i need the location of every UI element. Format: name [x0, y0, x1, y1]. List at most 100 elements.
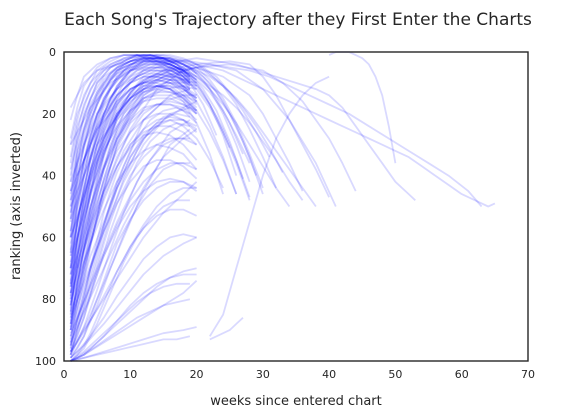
song-trajectory-line — [69, 88, 191, 346]
song-trajectory-line — [69, 91, 197, 328]
song-trajectory-line — [69, 54, 258, 213]
song-trajectory-line — [69, 54, 191, 158]
song-trajectory-line — [70, 282, 190, 362]
song-trajectory-line — [69, 60, 483, 208]
song-trajectory-line — [69, 66, 198, 238]
song-trajectory-line — [69, 60, 264, 269]
x-axis-ticks: 0 10 20 30 40 50 60 70 — [61, 368, 536, 381]
song-trajectory-line — [69, 78, 198, 220]
song-trajectory-line — [70, 326, 197, 362]
song-trajectory-line — [69, 78, 198, 297]
song-trajectory-line — [69, 88, 198, 321]
chart-title: Each Song's Trajectory after they First … — [64, 10, 532, 30]
song-trajectory-line — [69, 69, 251, 331]
song-trajectory-line — [69, 143, 198, 303]
song-trajectory-line — [69, 75, 191, 325]
song-trajectory-line — [69, 82, 198, 294]
y-tick-label: 40 — [42, 170, 56, 183]
song-trajectory-line — [69, 85, 198, 312]
song-trajectory-line — [69, 97, 198, 257]
song-trajectory-line — [69, 57, 191, 232]
song-trajectory-line — [69, 125, 198, 312]
song-trajectory-line — [70, 335, 191, 362]
plot-lines — [69, 51, 496, 362]
song-trajectory-line — [69, 119, 224, 356]
song-trajectory-line — [69, 60, 198, 201]
song-trajectory-line — [69, 54, 191, 121]
song-trajectory-line — [69, 57, 264, 300]
song-trajectory-line — [70, 298, 191, 362]
song-trajectory-line — [69, 63, 238, 315]
song-trajectory-line — [69, 78, 197, 281]
song-trajectory-line — [69, 85, 198, 309]
song-trajectory-line — [69, 112, 198, 294]
song-trajectory-line — [69, 177, 198, 334]
song-trajectory-line — [69, 75, 198, 275]
song-trajectory-line — [69, 94, 198, 331]
song-trajectory-line — [70, 273, 197, 362]
song-trajectory-line — [69, 85, 197, 306]
x-axis-label: weeks since entered chart — [210, 394, 382, 409]
song-trajectory-line — [69, 54, 198, 164]
y-tick-label: 20 — [42, 108, 56, 121]
y-axis-label: ranking (axis inverted) — [9, 132, 24, 280]
song-trajectory-line — [69, 180, 197, 359]
x-tick-label: 60 — [455, 368, 469, 381]
song-trajectory-line — [69, 112, 191, 349]
y-tick-label: 0 — [49, 46, 56, 59]
song-trajectory-line — [69, 106, 191, 343]
song-trajectory-line — [69, 66, 304, 238]
song-trajectory-line — [69, 63, 198, 220]
song-trajectory-line — [69, 54, 191, 176]
song-trajectory-line — [69, 78, 191, 315]
song-trajectory-line — [69, 57, 291, 238]
song-trajectory-line — [69, 69, 191, 287]
x-tick-label: 40 — [322, 368, 336, 381]
song-trajectory-line — [69, 103, 198, 337]
song-trajectory-line — [69, 103, 198, 275]
song-trajectory-line — [69, 159, 198, 319]
song-trajectory-line — [69, 208, 197, 353]
y-tick-label: 80 — [42, 293, 56, 306]
song-trajectory-line — [76, 63, 337, 269]
song-trajectory-line — [69, 63, 357, 207]
song-trajectory-line — [69, 66, 191, 254]
y-axis-ticks: 0 20 40 60 80 100 — [35, 46, 56, 368]
song-trajectory-line — [69, 66, 191, 269]
x-tick-label: 0 — [61, 368, 68, 381]
song-trajectory-line — [69, 72, 191, 284]
song-trajectory-line — [69, 60, 251, 253]
song-trajectory-line — [69, 162, 190, 359]
x-tick-label: 30 — [256, 368, 270, 381]
song-trajectory-line — [69, 116, 198, 346]
song-trajectory-line — [69, 128, 198, 343]
song-trajectory-line — [69, 72, 198, 183]
song-trajectory-line — [69, 54, 191, 195]
song-trajectory-line — [69, 54, 277, 269]
x-tick-label: 50 — [388, 368, 402, 381]
song-trajectory-line — [69, 69, 191, 269]
song-trajectory-line — [69, 85, 238, 346]
song-trajectory-line — [69, 72, 238, 306]
song-trajectory-line — [69, 187, 197, 362]
song-trajectory-line — [69, 69, 198, 257]
song-trajectory-line — [69, 60, 304, 223]
song-trajectory-line — [69, 233, 197, 359]
song-trajectory-line — [69, 137, 190, 356]
song-trajectory-line — [69, 236, 197, 359]
song-trajectory-line — [69, 82, 197, 294]
song-trajectory-line — [69, 66, 251, 287]
song-trajectory-line — [69, 85, 198, 238]
song-trajectory-line — [69, 106, 191, 325]
song-trajectory-line — [69, 131, 198, 288]
song-trajectory-line — [69, 75, 198, 201]
x-tick-label: 20 — [190, 368, 204, 381]
song-trajectory-line — [70, 280, 198, 362]
song-trajectory-line — [69, 100, 197, 340]
song-trajectory-line — [69, 54, 191, 139]
song-trajectory-line — [69, 54, 191, 213]
song-trajectory-line — [69, 137, 197, 353]
x-tick-label: 10 — [123, 368, 137, 381]
song-trajectory-line — [69, 100, 197, 331]
